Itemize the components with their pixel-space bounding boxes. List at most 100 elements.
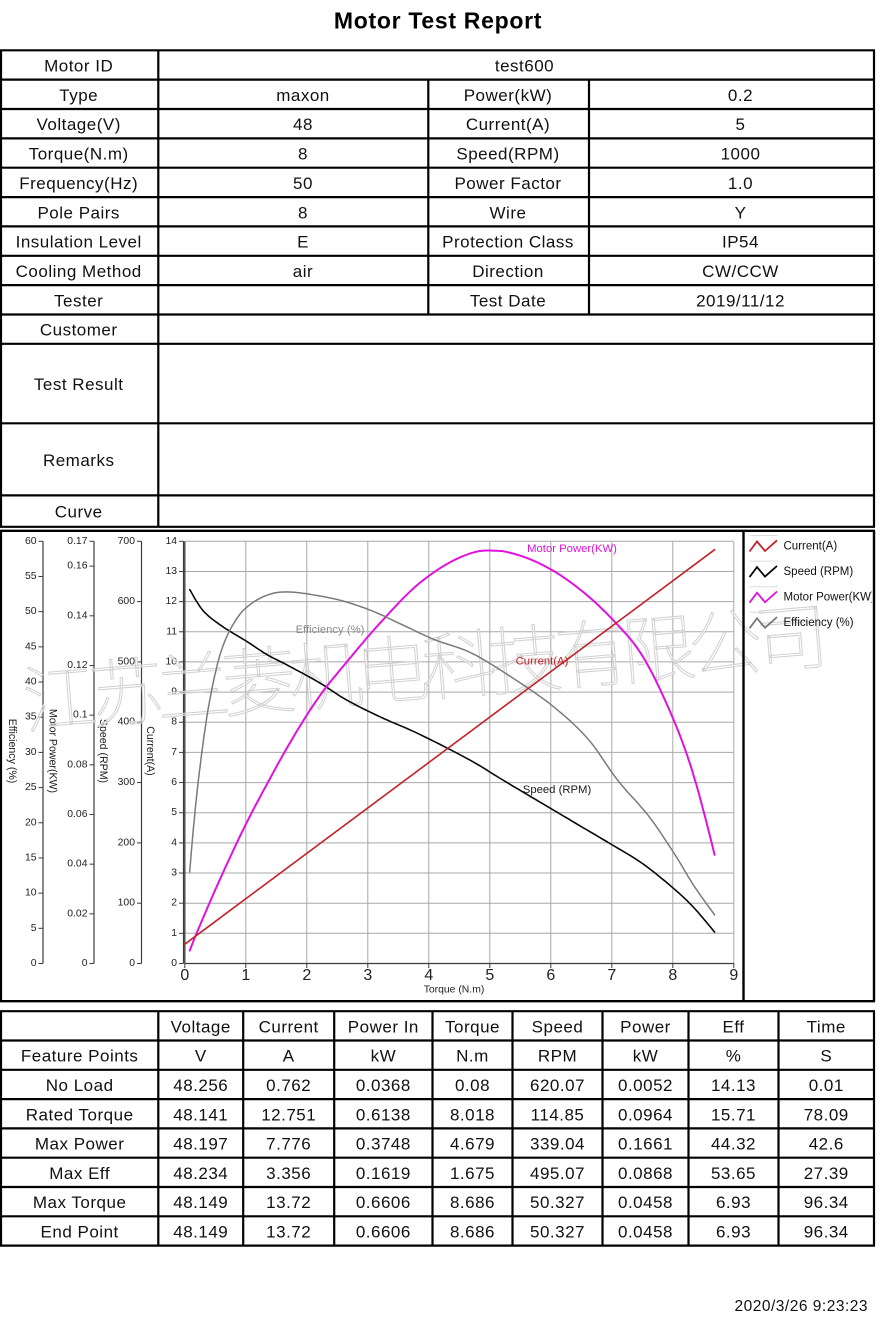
svg-text:Tester: Tester	[54, 291, 103, 310]
svg-text:0.0868: 0.0868	[618, 1164, 673, 1183]
svg-text:kW: kW	[633, 1047, 659, 1066]
svg-text:Eff: Eff	[723, 1017, 745, 1036]
svg-text:A: A	[283, 1047, 295, 1066]
svg-text:1000: 1000	[721, 145, 761, 164]
svg-text:48.197: 48.197	[173, 1135, 228, 1154]
svg-text:400: 400	[118, 717, 136, 728]
svg-text:No Load: No Load	[46, 1076, 114, 1095]
svg-text:30: 30	[25, 747, 37, 758]
svg-text:0.6606: 0.6606	[356, 1222, 411, 1241]
svg-text:5: 5	[31, 923, 37, 934]
svg-text:N.m: N.m	[456, 1047, 489, 1066]
svg-text:Direction: Direction	[472, 262, 544, 281]
svg-text:0.16: 0.16	[67, 561, 87, 572]
svg-text:60: 60	[25, 536, 37, 547]
svg-text:27.39: 27.39	[804, 1164, 849, 1183]
svg-text:14.13: 14.13	[711, 1076, 756, 1095]
svg-text:Power(kW): Power(kW)	[464, 86, 553, 105]
svg-text:Speed (RPM): Speed (RPM)	[523, 784, 592, 796]
svg-text:0.6138: 0.6138	[356, 1105, 411, 1124]
svg-text:7.776: 7.776	[266, 1135, 311, 1154]
svg-text:0: 0	[82, 958, 88, 969]
svg-text:50: 50	[25, 606, 37, 617]
svg-text:12.751: 12.751	[261, 1105, 316, 1124]
svg-text:Speed (RPM): Speed (RPM)	[784, 566, 854, 578]
svg-text:0.2: 0.2	[728, 86, 753, 105]
svg-text:1.0: 1.0	[728, 174, 753, 193]
svg-text:Power: Power	[620, 1017, 671, 1036]
svg-text:48.149: 48.149	[173, 1222, 228, 1241]
svg-text:42.6: 42.6	[809, 1135, 844, 1154]
svg-text:50: 50	[293, 174, 313, 193]
svg-text:700: 700	[118, 536, 136, 547]
svg-text:0.3748: 0.3748	[356, 1135, 411, 1154]
svg-text:0.1: 0.1	[73, 710, 88, 721]
svg-text:Torque: Torque	[445, 1017, 500, 1036]
svg-text:13: 13	[165, 566, 177, 577]
svg-text:Speed: Speed	[532, 1017, 584, 1036]
svg-text:air: air	[293, 262, 313, 281]
svg-text:44.32: 44.32	[711, 1135, 756, 1154]
svg-text:0.0458: 0.0458	[618, 1222, 673, 1241]
svg-text:12: 12	[165, 596, 177, 607]
svg-text:2: 2	[302, 967, 311, 984]
svg-text:5: 5	[171, 807, 177, 818]
svg-text:53.65: 53.65	[711, 1164, 756, 1183]
svg-text:Efficiency (%): Efficiency (%)	[296, 624, 365, 636]
svg-text:8: 8	[298, 145, 308, 164]
svg-text:1.675: 1.675	[450, 1164, 495, 1183]
svg-text:10: 10	[25, 888, 37, 899]
svg-text:Y: Y	[735, 203, 747, 222]
svg-text:500: 500	[118, 656, 136, 667]
svg-text:Voltage: Voltage	[171, 1017, 231, 1036]
svg-text:6.93: 6.93	[716, 1193, 751, 1212]
svg-text:8.018: 8.018	[450, 1105, 495, 1124]
svg-text:35: 35	[25, 712, 37, 723]
svg-text:600: 600	[118, 596, 136, 607]
svg-text:Motor ID: Motor ID	[44, 56, 113, 75]
svg-text:0: 0	[31, 958, 37, 969]
svg-text:Frequency(Hz): Frequency(Hz)	[19, 174, 138, 193]
svg-text:10: 10	[165, 656, 177, 667]
svg-text:0.1619: 0.1619	[356, 1164, 411, 1183]
svg-text:2: 2	[171, 898, 177, 909]
svg-text:0.1661: 0.1661	[618, 1135, 673, 1154]
svg-text:Current(A): Current(A)	[784, 540, 838, 552]
svg-text:300: 300	[118, 777, 136, 788]
svg-text:1: 1	[171, 928, 177, 939]
svg-text:50.327: 50.327	[530, 1222, 585, 1241]
svg-text:48.141: 48.141	[173, 1105, 228, 1124]
svg-text:0.04: 0.04	[67, 859, 87, 870]
svg-text:7: 7	[607, 967, 616, 984]
svg-text:Speed (RPM): Speed (RPM)	[97, 719, 109, 783]
svg-text:0.0964: 0.0964	[618, 1105, 673, 1124]
svg-text:7: 7	[171, 747, 177, 758]
svg-text:Motor Power(KW): Motor Power(KW)	[784, 592, 876, 604]
svg-text:1: 1	[241, 967, 250, 984]
svg-text:Pole Pairs: Pole Pairs	[37, 203, 119, 222]
svg-text:Power Factor: Power Factor	[454, 174, 561, 193]
svg-text:0.02: 0.02	[67, 908, 87, 919]
svg-text:IP54: IP54	[722, 233, 759, 252]
svg-text:Feature Points: Feature Points	[21, 1047, 139, 1066]
svg-text:5: 5	[736, 115, 746, 134]
svg-text:test600: test600	[495, 56, 554, 75]
svg-text:8: 8	[171, 717, 177, 728]
svg-text:20: 20	[25, 817, 37, 828]
svg-text:8.686: 8.686	[450, 1193, 495, 1212]
svg-text:0.08: 0.08	[455, 1076, 490, 1095]
svg-text:maxon: maxon	[276, 86, 330, 105]
svg-text:48: 48	[293, 115, 313, 134]
svg-text:114.85: 114.85	[531, 1105, 585, 1124]
svg-text:Test Result: Test Result	[34, 375, 124, 394]
svg-text:0.6606: 0.6606	[356, 1193, 411, 1212]
svg-text:0: 0	[171, 958, 177, 969]
svg-text:8: 8	[668, 967, 677, 984]
svg-text:Wire: Wire	[490, 203, 527, 222]
svg-text:4.679: 4.679	[450, 1135, 495, 1154]
svg-text:Rated Torque: Rated Torque	[26, 1105, 134, 1124]
svg-text:Current: Current	[259, 1017, 319, 1036]
svg-text:48.256: 48.256	[173, 1076, 228, 1095]
svg-text:96.34: 96.34	[804, 1222, 849, 1241]
svg-text:11: 11	[166, 626, 177, 637]
